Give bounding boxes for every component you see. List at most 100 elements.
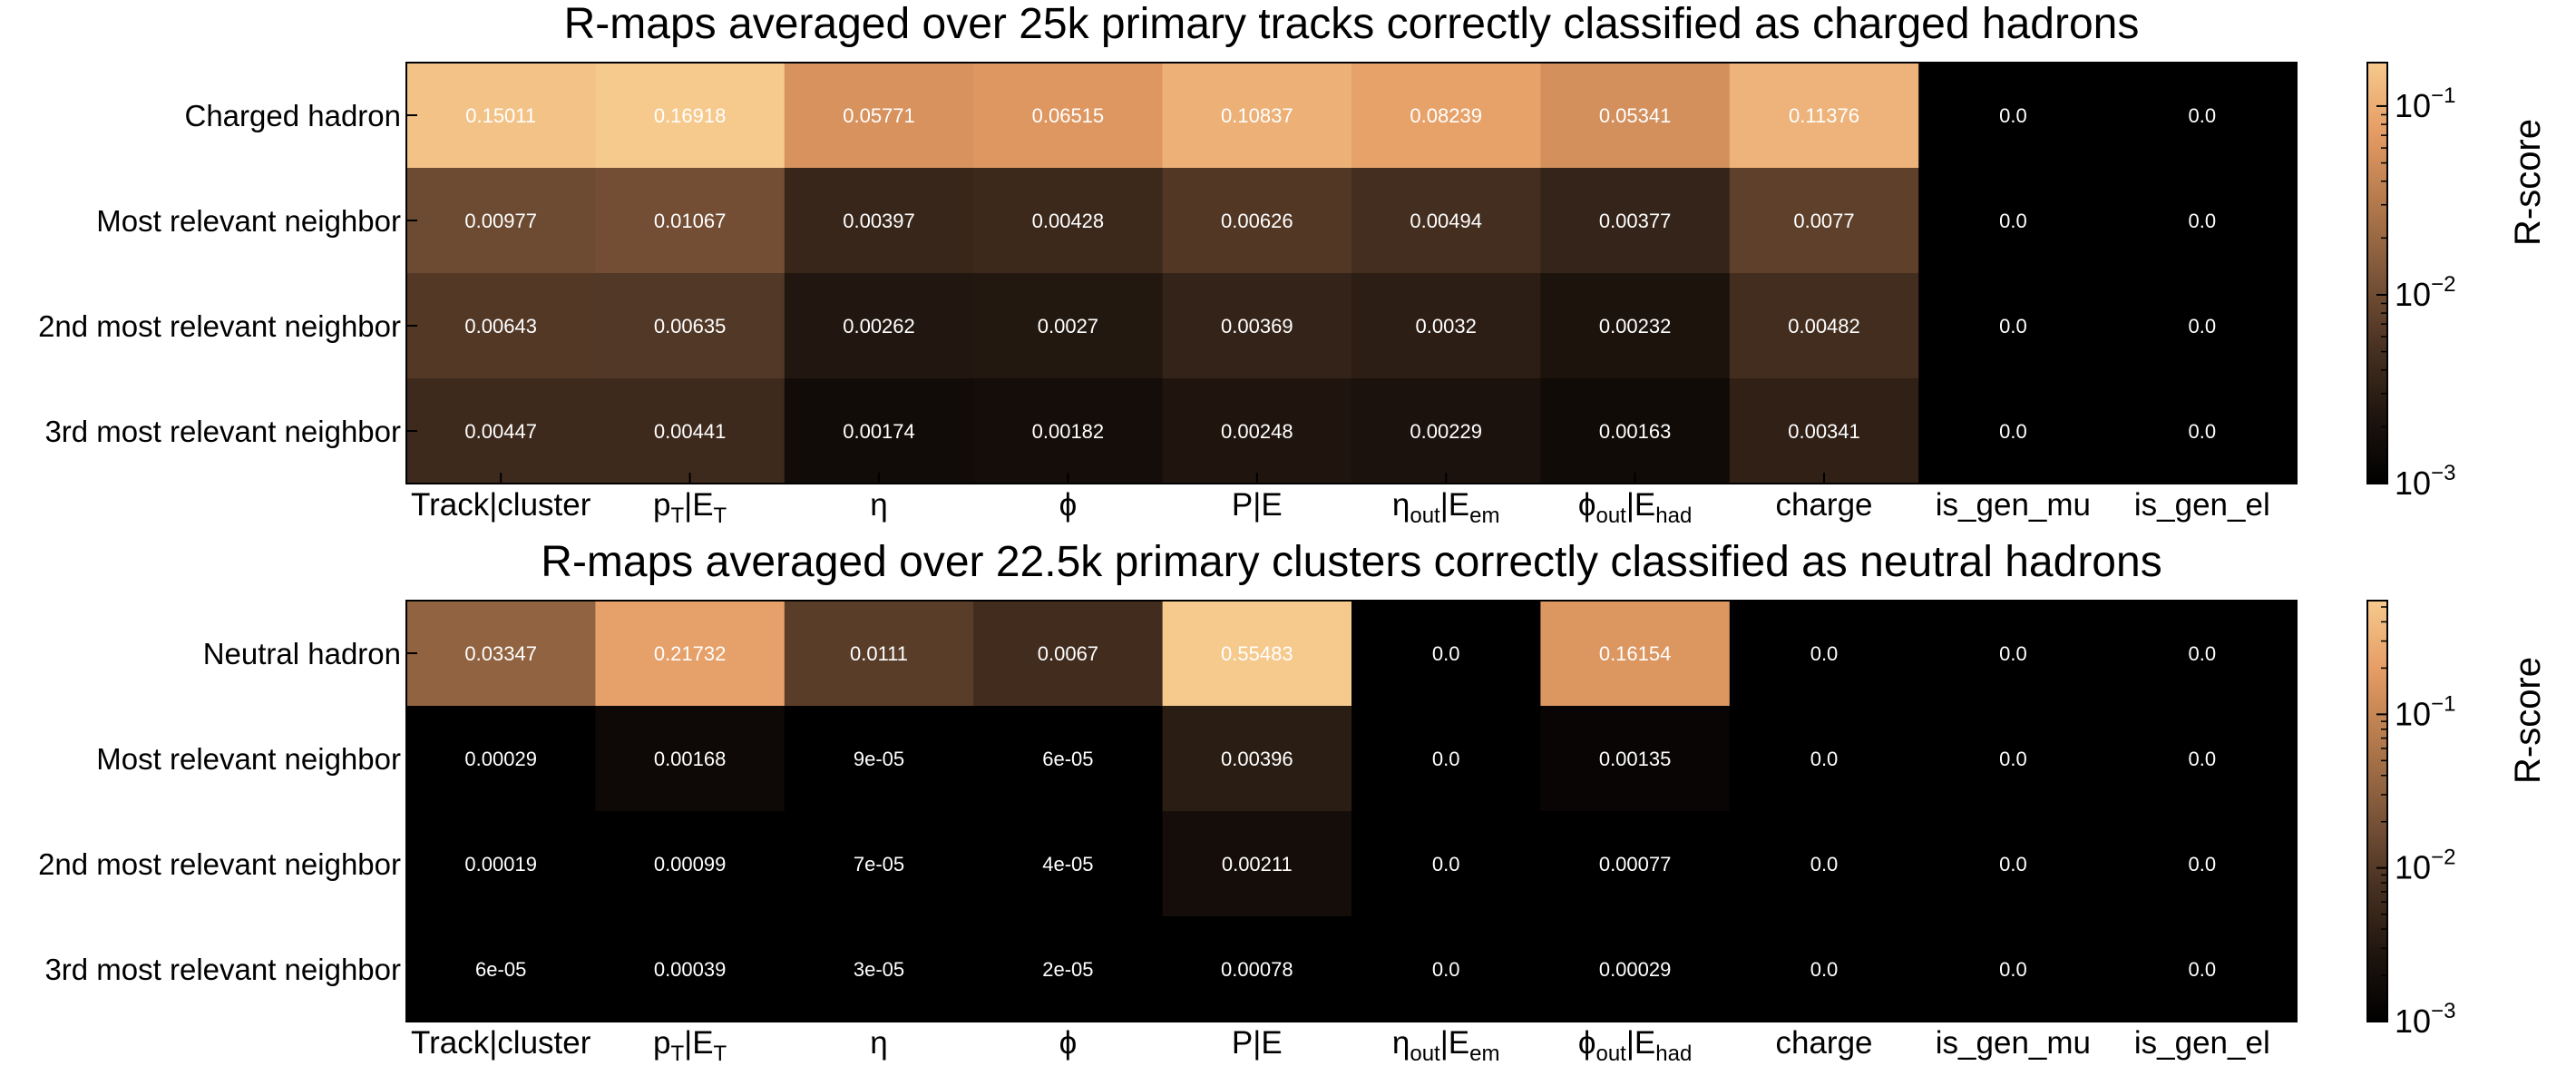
column-label: ϕ bbox=[1059, 487, 1078, 523]
heatmap-cell bbox=[1918, 601, 2109, 707]
heatmap-panel-charged-hadrons: R-maps averaged over 25k primary tracks … bbox=[38, 0, 2548, 528]
cell-value-label: 7e-05 bbox=[854, 853, 904, 875]
cell-value-label: 0.00447 bbox=[464, 420, 537, 443]
column-label: η bbox=[870, 1025, 887, 1061]
heatmap-cell bbox=[1351, 706, 1541, 812]
heatmap-cell bbox=[1918, 63, 2109, 169]
heatmap-cell bbox=[1540, 811, 1731, 917]
cell-value-label: 0.00248 bbox=[1221, 420, 1293, 443]
heatmap-cell bbox=[2107, 273, 2298, 379]
heatmap-cell bbox=[1918, 706, 2109, 812]
colorbar bbox=[2366, 600, 2388, 1022]
cell-value-label: 0.00077 bbox=[1599, 853, 1672, 875]
column-label: is_gen_el bbox=[2134, 1025, 2270, 1061]
cell-value-label: 0.0 bbox=[1810, 642, 1839, 665]
cell-value-label: 0.55483 bbox=[1221, 642, 1293, 665]
column-label: Track|cluster bbox=[411, 487, 591, 523]
heatmap-cell bbox=[1729, 916, 1919, 1022]
cell-value-label: 0.0 bbox=[1999, 420, 2027, 443]
cell-value-label: 0.0077 bbox=[1793, 210, 1854, 232]
heatmap-cell bbox=[1351, 811, 1541, 917]
heatmap-cell bbox=[1162, 63, 1352, 169]
heatmap-cell bbox=[973, 63, 1164, 169]
cell-value-label: 0.06515 bbox=[1032, 104, 1105, 127]
heatmap-cell bbox=[1729, 378, 1919, 484]
colorbar-tick-label: 10−3 bbox=[2395, 999, 2455, 1040]
heatmap-cell bbox=[2107, 63, 2298, 169]
row-label: 2nd most relevant neighbor bbox=[38, 847, 401, 881]
cell-value-label: 0.0 bbox=[1432, 748, 1460, 770]
row-label: 2nd most relevant neighbor bbox=[38, 309, 401, 343]
cell-value-label: 0.15011 bbox=[465, 104, 536, 127]
cell-value-label: 0.00039 bbox=[654, 958, 727, 981]
chart-title: R-maps averaged over 22.5k primary clust… bbox=[541, 538, 2161, 586]
cell-value-label: 0.00494 bbox=[1410, 210, 1482, 232]
cell-value-label: 0.00428 bbox=[1032, 210, 1105, 232]
cell-value-label: 0.0 bbox=[2189, 420, 2217, 443]
cell-value-label: 0.0 bbox=[1999, 210, 2027, 232]
colorbar-label: R-score bbox=[2508, 657, 2548, 784]
colorbar-tick-label: 10−2 bbox=[2395, 846, 2455, 886]
column-label: ηout|Eem bbox=[1392, 487, 1500, 528]
cell-value-label: 0.08239 bbox=[1410, 104, 1482, 127]
heatmap-cell bbox=[406, 916, 596, 1022]
cell-value-label: 0.0 bbox=[2189, 210, 2217, 232]
heatmap-cell bbox=[973, 706, 1164, 812]
cell-value-label: 0.0 bbox=[1432, 958, 1460, 981]
heatmap-cell bbox=[2107, 706, 2298, 812]
column-label: ηout|Eem bbox=[1392, 1025, 1500, 1066]
heatmap-cell bbox=[973, 273, 1164, 379]
column-label: pT|ET bbox=[653, 1025, 727, 1066]
heatmap-cell bbox=[1918, 168, 2109, 274]
cell-value-label: 0.0 bbox=[2189, 642, 2217, 665]
cell-value-label: 0.00397 bbox=[843, 210, 915, 232]
chart-title: R-maps averaged over 25k primary tracks … bbox=[564, 0, 2140, 48]
heatmap-cell bbox=[784, 273, 974, 379]
colorbar-tick-label: 10−1 bbox=[2395, 691, 2455, 732]
heatmap-cell bbox=[2107, 168, 2298, 274]
cell-value-label: 0.00099 bbox=[654, 853, 727, 875]
heatmap-cell bbox=[2107, 378, 2298, 484]
cell-value-label: 9e-05 bbox=[854, 748, 904, 770]
heatmap-cell bbox=[595, 273, 785, 379]
cell-value-label: 0.0027 bbox=[1038, 315, 1098, 337]
heatmap-cell bbox=[406, 63, 596, 169]
cell-value-label: 0.0 bbox=[1810, 958, 1839, 981]
heatmap-cell bbox=[1540, 706, 1731, 812]
heatmap-cell bbox=[1729, 63, 1919, 169]
heatmap-cell bbox=[1351, 63, 1541, 169]
cell-value-label: 0.0 bbox=[1999, 104, 2027, 127]
colorbar-tick-label: 10−3 bbox=[2395, 461, 2455, 502]
heatmap-cell bbox=[1351, 601, 1541, 707]
column-label: η bbox=[870, 487, 887, 523]
cell-value-label: 0.00262 bbox=[843, 315, 915, 337]
heatmap-cell bbox=[1729, 601, 1919, 707]
heatmap-cell bbox=[595, 63, 785, 169]
cell-value-label: 0.00341 bbox=[1788, 420, 1860, 443]
cell-value-label: 0.00019 bbox=[464, 853, 537, 875]
cell-value-label: 0.00635 bbox=[654, 315, 727, 337]
heatmap-cell bbox=[2107, 811, 2298, 917]
cell-value-label: 0.00441 bbox=[654, 420, 727, 443]
cell-value-label: 0.0032 bbox=[1416, 315, 1477, 337]
heatmap-cell bbox=[784, 378, 974, 484]
cell-value-label: 0.01067 bbox=[654, 210, 727, 232]
cell-value-label: 0.00229 bbox=[1410, 420, 1482, 443]
heatmap-cell bbox=[595, 601, 785, 707]
heatmap-cell bbox=[1540, 63, 1731, 169]
heatmap-cell bbox=[973, 811, 1164, 917]
heatmap-cell bbox=[973, 378, 1164, 484]
row-label: 3rd most relevant neighbor bbox=[44, 953, 401, 986]
heatmap-cell bbox=[2107, 916, 2298, 1022]
plot-frame bbox=[405, 600, 2298, 1022]
heatmap-cell bbox=[595, 706, 785, 812]
cell-value-label: 0.0111 bbox=[850, 642, 908, 665]
heatmap-cell bbox=[595, 916, 785, 1022]
heatmap-cell bbox=[784, 706, 974, 812]
cell-value-label: 2e-05 bbox=[1042, 958, 1093, 981]
heatmap-cell bbox=[1918, 811, 2109, 917]
cell-value-label: 0.0067 bbox=[1038, 642, 1098, 665]
heatmap-cell bbox=[406, 706, 596, 812]
column-label: charge bbox=[1775, 487, 1872, 523]
